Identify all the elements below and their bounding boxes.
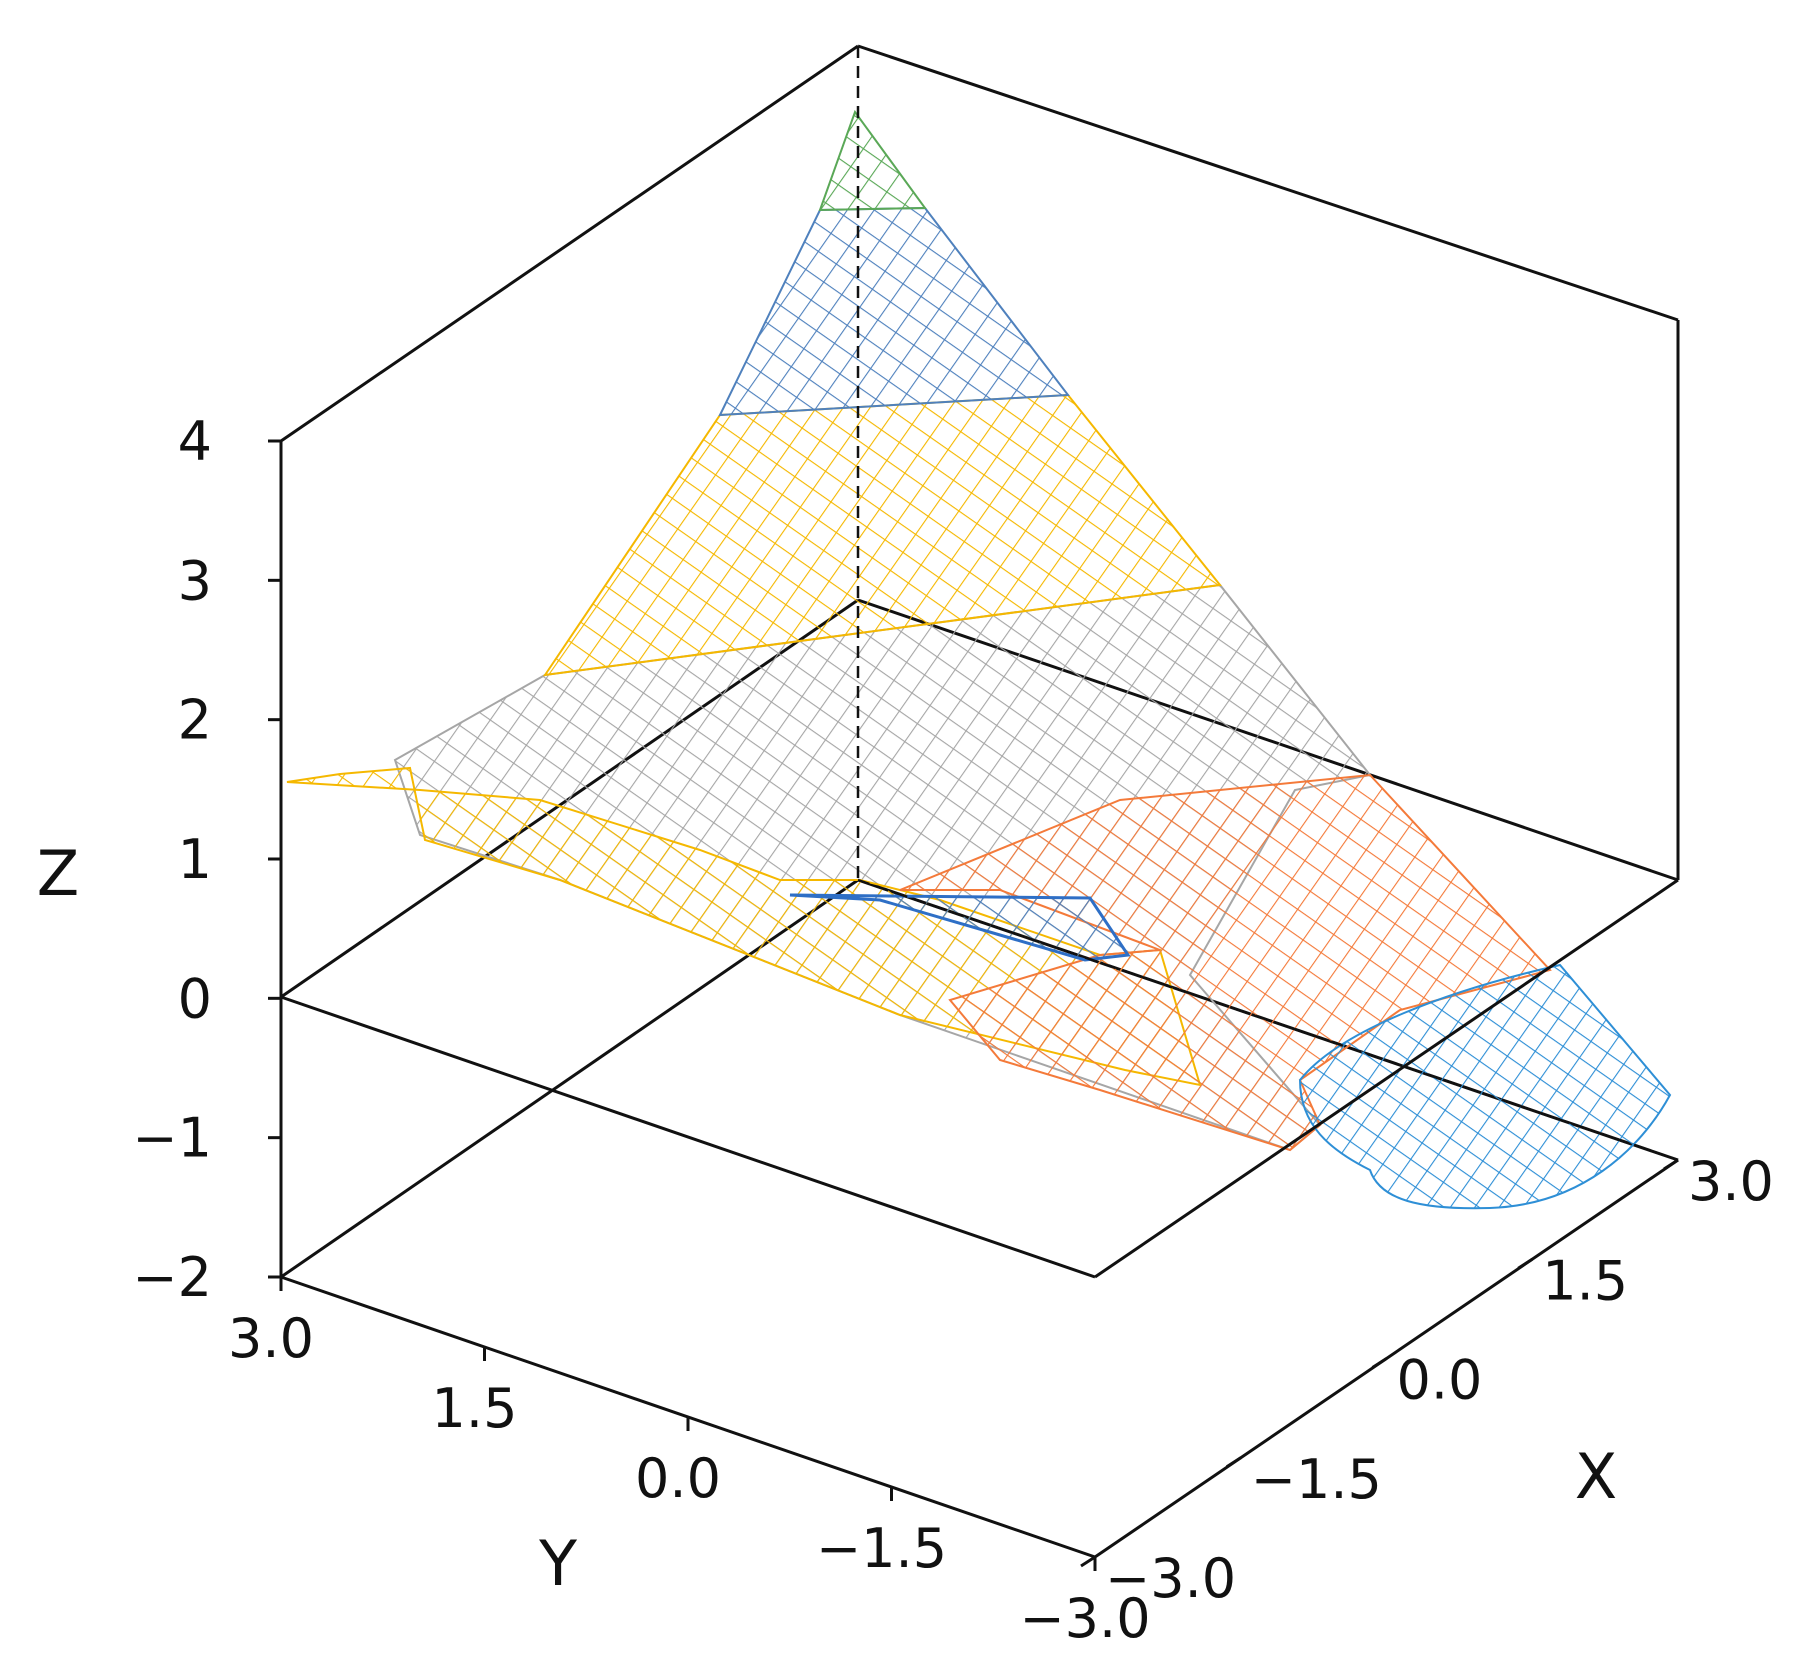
box-edge-hidden xyxy=(857,878,1679,1162)
x-tick-label: 3.0 xyxy=(1688,1150,1774,1213)
x-tick-mark xyxy=(1225,1456,1242,1469)
z-tick-label: 4 xyxy=(178,410,212,473)
x-tick-mark xyxy=(1371,1357,1388,1369)
x-tick-label: −3.0 xyxy=(1105,1547,1236,1610)
z-tick-label: 0 xyxy=(178,967,212,1030)
x-tick-mark xyxy=(1080,1555,1096,1568)
y-axis-label: Y xyxy=(538,1527,577,1600)
box-edge xyxy=(1094,878,1679,1279)
box-edge xyxy=(857,44,1679,322)
x-tick-label: 1.5 xyxy=(1542,1249,1628,1312)
surface-orange-sheet xyxy=(899,773,1552,1152)
y-tick-label: −3.0 xyxy=(1019,1587,1150,1650)
z-tick-label: 1 xyxy=(178,828,212,891)
y-axis: 3.0 1.5 0.0 −1.5 −3.0 xyxy=(228,1277,1151,1650)
surface-cyan-lobe xyxy=(1298,963,1672,1210)
z-tick-label: 3 xyxy=(178,549,212,612)
x-tick-label: 0.0 xyxy=(1397,1349,1483,1412)
surface-blue-patch xyxy=(789,893,1131,962)
z-tick-label: −1 xyxy=(132,1107,212,1170)
z-tick-label: 2 xyxy=(178,689,212,752)
surface-green-apex xyxy=(818,109,927,212)
surface-layers xyxy=(286,109,1672,1210)
x-axis-label: X xyxy=(1575,1440,1617,1513)
y-tick-label: 1.5 xyxy=(432,1377,518,1440)
box-edge xyxy=(280,44,859,443)
surface-blue-band xyxy=(718,206,1070,417)
z-tick-label: −2 xyxy=(132,1246,212,1309)
box-edge xyxy=(280,995,1096,1279)
x-axis: −3.0−1.50.0 1.5 3.0 xyxy=(1080,1150,1774,1610)
y-tick-label: −1.5 xyxy=(816,1517,947,1580)
y-tick-label: 0.0 xyxy=(635,1447,721,1510)
z-axis: 4 3 2 1 0 −1 −2 xyxy=(132,410,281,1309)
y-tick-label: 3.0 xyxy=(228,1307,314,1370)
x-tick-mark xyxy=(1517,1257,1534,1270)
x-tick-mark xyxy=(1663,1158,1679,1171)
z-axis-label: Z xyxy=(37,837,79,910)
x-tick-label: −1.5 xyxy=(1251,1448,1382,1511)
